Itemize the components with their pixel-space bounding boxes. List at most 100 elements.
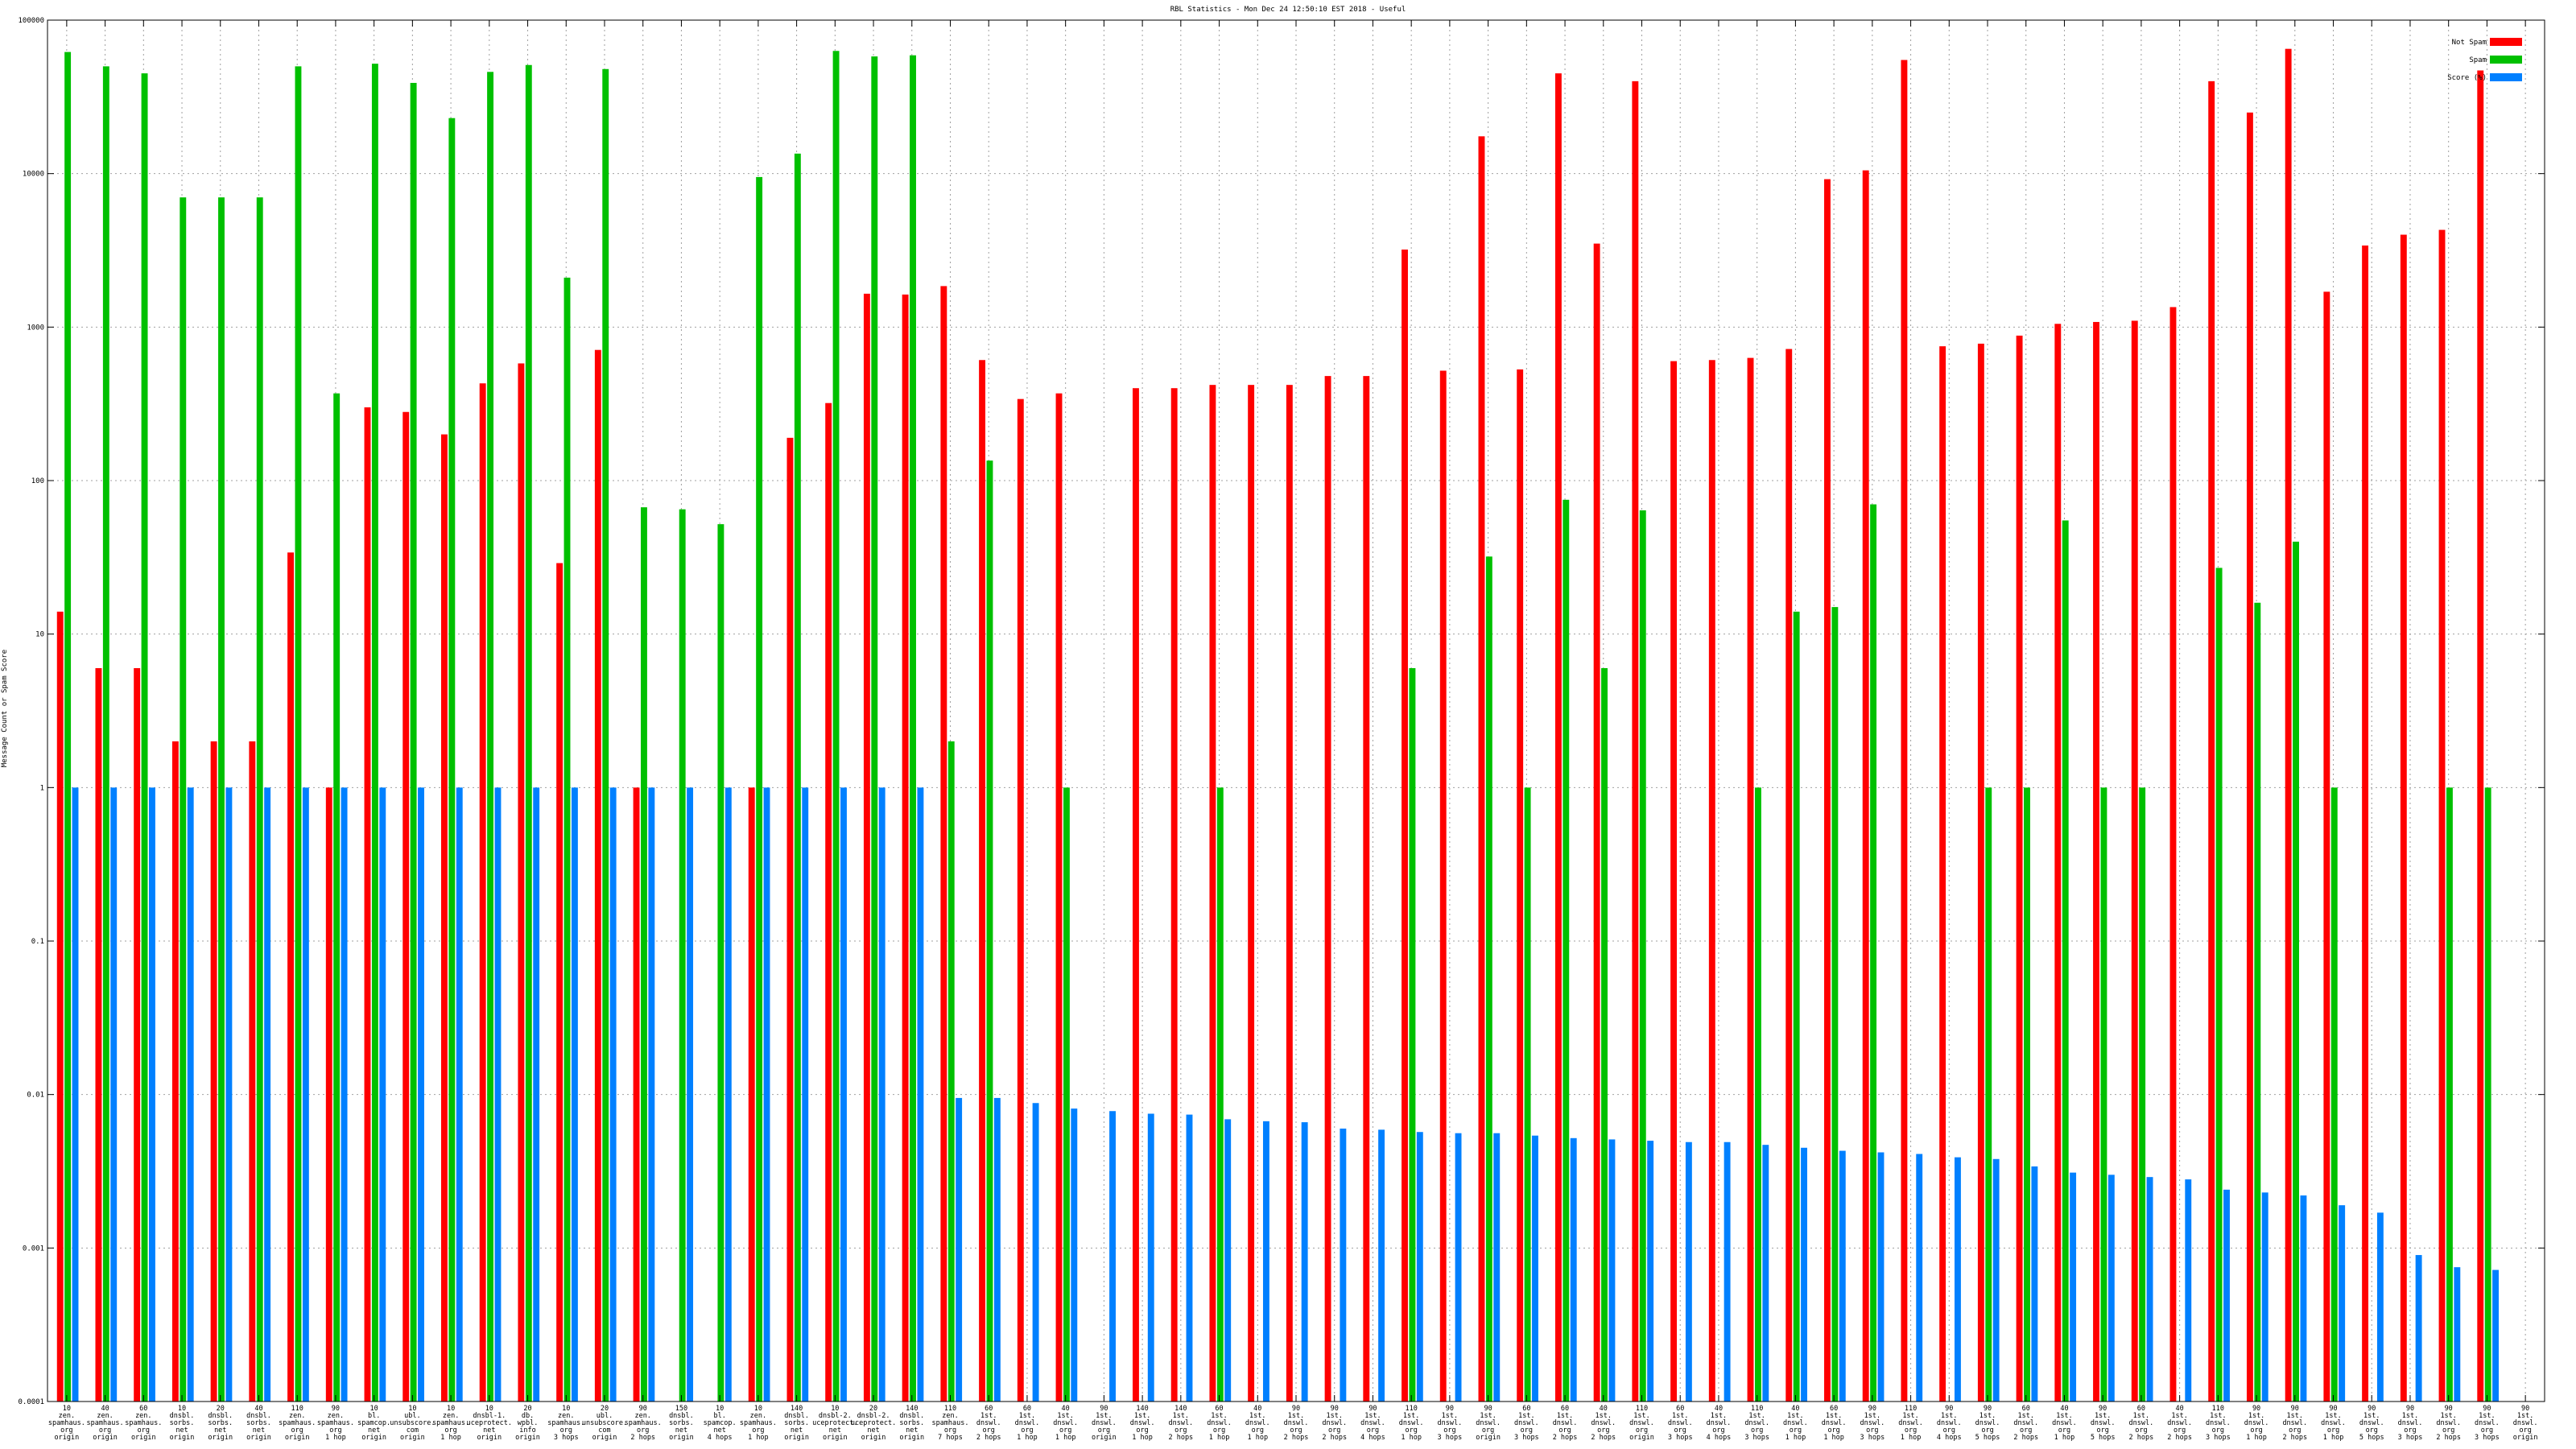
x-tick-label: origin [477, 1434, 502, 1442]
bar-score [1724, 1141, 1731, 1402]
bar-score [225, 787, 233, 1402]
x-tick-label: 2 hops [2167, 1434, 2192, 1442]
x-tick-label: org [1790, 1426, 1802, 1435]
x-tick-label: 10 [370, 1405, 378, 1413]
x-tick-label: 2 hops [1168, 1434, 1193, 1442]
bar-spam [1563, 499, 1570, 1402]
x-tick-label: 1st. [1979, 1412, 1996, 1420]
x-tick-label: 140 [791, 1405, 803, 1413]
bar-not-spam [1977, 343, 1984, 1402]
bar-score [2376, 1212, 2384, 1402]
legend-swatch [2490, 38, 2522, 46]
x-tick-label: 60 [1023, 1405, 1031, 1413]
x-tick-label: 1st. [1633, 1412, 1649, 1420]
x-tick-label: 20 [601, 1405, 609, 1413]
x-tick-label: origin [170, 1434, 195, 1442]
x-tick-label: 90 [1292, 1405, 1300, 1413]
x-tick-label: dnswl. [1898, 1419, 1923, 1427]
bar-spam [180, 197, 187, 1402]
bar-score [1032, 1103, 1039, 1402]
x-tick-label: 1 hop [1055, 1434, 1076, 1442]
x-tick-label: origin [592, 1434, 617, 1442]
y-axis-ticks: 100000 10000 1000 100 10 1 0.1 0.01 0.001 0.0001 [18, 17, 2545, 1406]
bar-spam [1793, 611, 1800, 1402]
x-tick-label: 110 [1905, 1405, 1917, 1413]
bar-score [1455, 1133, 1462, 1402]
x-tick-label: 90 [1368, 1405, 1377, 1413]
x-tick-label: com [598, 1426, 610, 1435]
bar-score [1071, 1108, 1078, 1402]
bar-not-spam [1517, 369, 1524, 1402]
bar-not-spam [171, 741, 179, 1402]
x-tick-label: 1st. [2248, 1412, 2264, 1420]
x-tick-label: 140 [1136, 1405, 1148, 1413]
x-tick-label: dnswl. [1707, 1419, 1732, 1427]
bar-spam [2215, 568, 2223, 1402]
x-tick-label: 1st. [1518, 1412, 1534, 1420]
x-tick-label: org [60, 1426, 72, 1435]
x-tick-label: 1st. [1480, 1412, 1496, 1420]
x-tick-label: zen. [750, 1412, 766, 1420]
x-tick-label: 1st. [2095, 1412, 2111, 1420]
bar-spam [487, 72, 494, 1402]
x-tick-label: 3 hops [1438, 1434, 1463, 1442]
x-tick-label: 1st. [1096, 1412, 1112, 1420]
x-tick-label: dnswl. [1399, 1419, 1424, 1427]
x-tick-label: 1 hop [2054, 1434, 2075, 1442]
x-tick-label: sorbs. [208, 1419, 233, 1427]
x-tick-label: zen. [97, 1412, 113, 1420]
y-tick-label: 10 [35, 631, 44, 639]
bar-score [379, 787, 386, 1402]
x-tick-label: 40 [2176, 1405, 2184, 1413]
x-tick-label: 3 hops [1860, 1434, 1885, 1442]
x-tick-label: 150 [675, 1405, 687, 1413]
bar-spam [1601, 667, 1608, 1402]
bar-spam [717, 524, 724, 1402]
x-tick-label: org [1059, 1426, 1071, 1435]
x-tick-label: spamhaus. [931, 1419, 968, 1427]
x-tick-label: 90 [1484, 1405, 1492, 1413]
x-tick-label: 90 [2099, 1405, 2107, 1413]
x-tick-label: 2 hops [1322, 1434, 1347, 1442]
bar-spam [1216, 787, 1224, 1402]
bar-not-spam [1478, 136, 1485, 1402]
bar-score [2300, 1195, 2307, 1402]
x-tick-label: dnswl. [1783, 1419, 1808, 1427]
x-tick-label: zen. [328, 1412, 344, 1420]
bar-spam [64, 52, 72, 1402]
x-tick-label: dnswl. [1822, 1419, 1847, 1427]
bar-spam [2100, 787, 2107, 1402]
bar-spam [2293, 541, 2299, 1402]
bar-not-spam [1862, 170, 1869, 1402]
x-tick-label: org [2058, 1426, 2070, 1435]
bar-score [956, 1097, 963, 1402]
x-tick-label: org [1174, 1426, 1187, 1435]
bar-not-spam [863, 293, 870, 1402]
legend: Not Spam Spam Score (%) [2447, 38, 2522, 82]
x-tick-label: 40 [1791, 1405, 1799, 1413]
x-tick-label: info [519, 1426, 535, 1435]
bar-spam [141, 73, 148, 1402]
bar-score [2107, 1174, 2115, 1402]
x-tick-label: 90 [1100, 1405, 1108, 1413]
bar-not-spam [2131, 320, 2138, 1402]
x-tick-label: net [829, 1426, 841, 1435]
x-tick-label: unsubscore. [390, 1419, 435, 1427]
x-tick-label: 1st. [1672, 1412, 1688, 1420]
bar-not-spam [440, 434, 448, 1402]
bar-score [1262, 1121, 1269, 1402]
x-tick-label: 1st. [2325, 1412, 2341, 1420]
x-tick-label: sorbs. [246, 1419, 271, 1427]
bar-not-spam [1901, 60, 1908, 1402]
x-tick-label: org [1021, 1426, 1033, 1435]
x-tick-label: origin [131, 1434, 156, 1442]
bar-score [1340, 1128, 1347, 1402]
bar-not-spam [364, 407, 371, 1402]
x-tick-label: org [1943, 1426, 1955, 1435]
x-tick-label: 1st. [1403, 1412, 1419, 1420]
bar-spam [602, 68, 609, 1402]
x-tick-label: 110 [2212, 1405, 2224, 1413]
x-tick-label: 1st. [2210, 1412, 2226, 1420]
x-tick-label: 10 [178, 1405, 186, 1413]
